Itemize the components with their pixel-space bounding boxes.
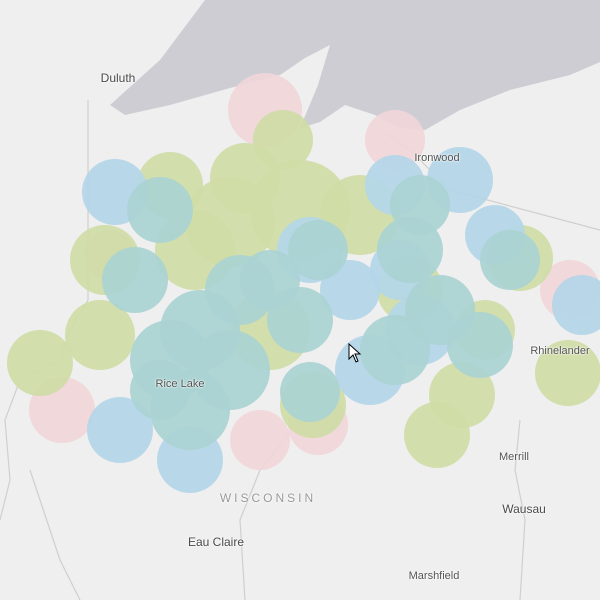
buffer-circle-teal[interactable] bbox=[288, 220, 348, 280]
buffer-circle-teal[interactable] bbox=[130, 360, 190, 420]
city-label-marshfield: Marshfield bbox=[408, 570, 460, 582]
buffer-circle-blue[interactable] bbox=[87, 397, 153, 463]
city-label-rice-lake: Rice Lake bbox=[155, 378, 205, 390]
buffer-circle-blue[interactable] bbox=[320, 260, 380, 320]
city-label-duluth: Duluth bbox=[100, 71, 136, 85]
buffer-layer bbox=[7, 73, 600, 493]
city-label-eau-claire: Eau Claire bbox=[187, 535, 245, 549]
city-label-wausau: Wausau bbox=[502, 502, 546, 516]
buffer-circle-teal[interactable] bbox=[240, 250, 300, 310]
buffer-circle-teal[interactable] bbox=[360, 315, 430, 385]
lake-superior bbox=[110, 0, 600, 130]
buffer-circle-green[interactable] bbox=[535, 340, 600, 406]
buffer-circle-teal[interactable] bbox=[480, 230, 540, 290]
buffer-circle-pink[interactable] bbox=[365, 110, 425, 170]
city-label-rhinelander: Rhinelander bbox=[530, 345, 590, 357]
buffer-circle-teal[interactable] bbox=[127, 177, 193, 243]
buffer-circle-teal[interactable] bbox=[377, 217, 443, 283]
city-label-merrill: Merrill bbox=[499, 451, 529, 463]
state-label: WISCONSIN bbox=[219, 491, 317, 505]
buffer-circle-blue[interactable] bbox=[552, 275, 600, 335]
buffer-circle-teal[interactable] bbox=[447, 312, 513, 378]
arrow-pointer-icon bbox=[348, 343, 362, 363]
city-label-ironwood: Ironwood bbox=[414, 152, 460, 164]
buffer-circle-pink[interactable] bbox=[230, 410, 290, 470]
buffer-circle-green[interactable] bbox=[65, 300, 135, 370]
buffer-circle-teal[interactable] bbox=[280, 362, 340, 422]
buffer-circle-green[interactable] bbox=[7, 330, 73, 396]
buffer-circle-teal[interactable] bbox=[102, 247, 168, 313]
buffer-circle-green[interactable] bbox=[404, 402, 470, 468]
